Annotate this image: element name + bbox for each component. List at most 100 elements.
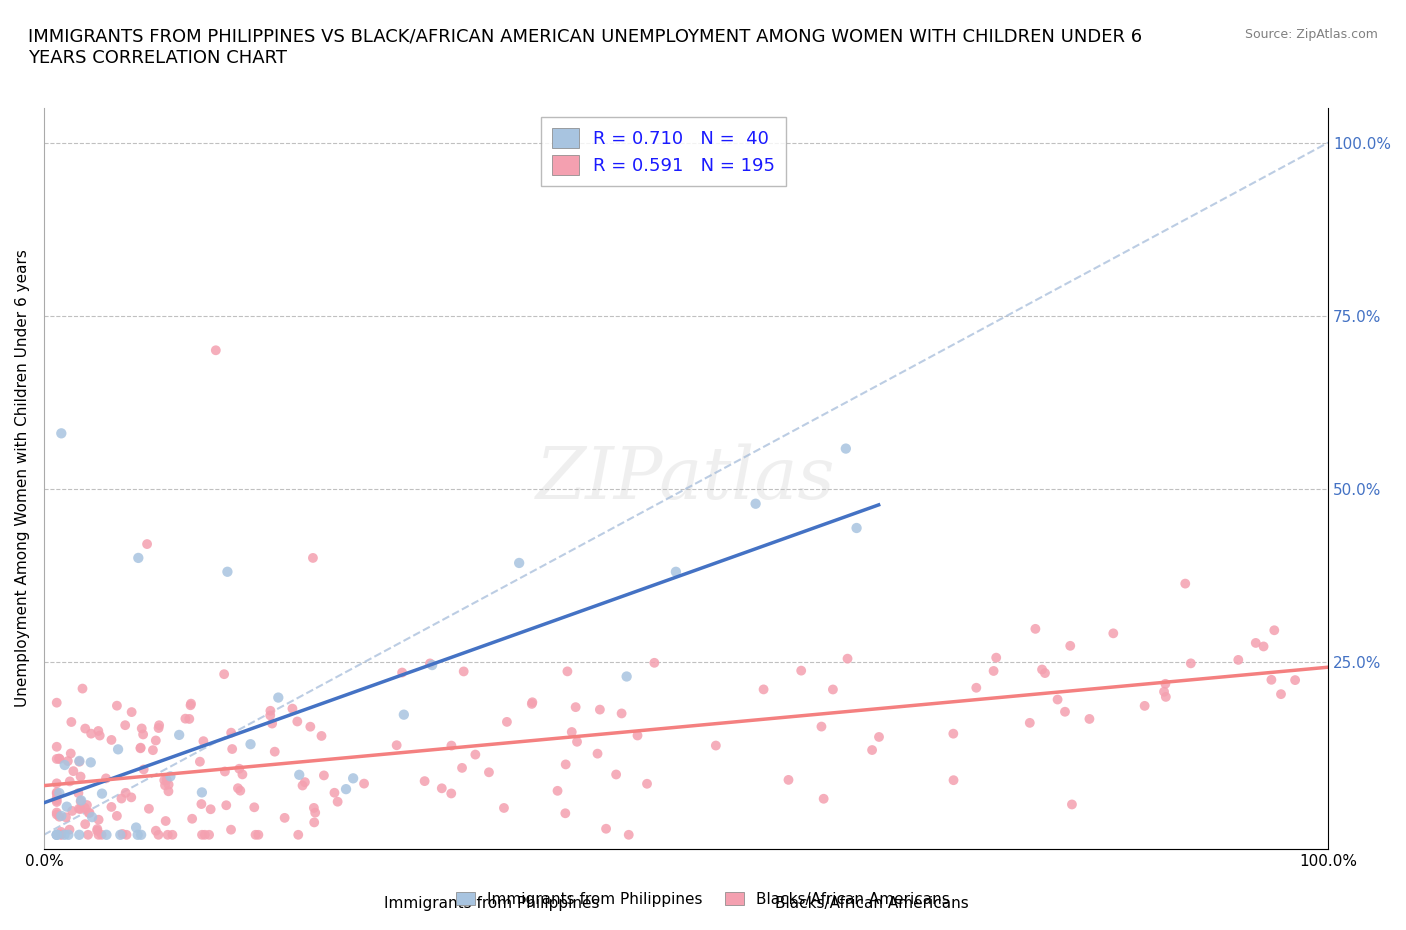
Point [121, 705, 143, 720]
Point [129, 741, 152, 756]
Point [180, 697, 202, 711]
Point [49, 825, 72, 840]
Point [420, 658, 443, 672]
Point [48, 751, 70, 766]
Point [288, 767, 311, 782]
Point [430, 781, 453, 796]
Point [45, 794, 67, 809]
Point [167, 727, 190, 742]
Point [391, 665, 413, 680]
Point [86, 821, 108, 836]
Point [107, 742, 129, 757]
Point [520, 697, 543, 711]
Point [87, 812, 110, 827]
Point [69, 794, 91, 809]
Point [835, 441, 858, 456]
Point [179, 711, 201, 726]
Point [72, 681, 94, 696]
Point [48, 751, 70, 766]
Point [87, 724, 110, 738]
Point [492, 801, 515, 816]
Point [1260, 672, 1282, 687]
Y-axis label: Unemployment Among Women with Children Under 6 years: Unemployment Among Women with Children U… [15, 249, 30, 707]
Point [129, 740, 152, 755]
Point [153, 773, 176, 788]
Point [285, 714, 308, 729]
Point [810, 719, 832, 734]
Point [156, 828, 179, 843]
Point [51, 828, 73, 843]
Point [77, 805, 100, 820]
Point [45, 807, 67, 822]
Point [94, 771, 117, 786]
Text: Immigrants from Philippines: Immigrants from Philippines [384, 897, 600, 911]
Point [385, 737, 408, 752]
Point [860, 742, 883, 757]
Point [77, 828, 100, 843]
Point [190, 797, 212, 812]
Point [616, 669, 638, 684]
Point [194, 828, 217, 843]
Point [127, 551, 149, 565]
Point [153, 777, 176, 792]
Point [67, 754, 90, 769]
Point [214, 764, 236, 779]
Point [1154, 689, 1177, 704]
Point [212, 667, 235, 682]
Point [148, 721, 170, 736]
Point [219, 725, 242, 740]
Point [80, 755, 103, 770]
Text: IMMIGRANTS FROM PHILIPPINES VS BLACK/AFRICAN AMERICAN UNEMPLOYMENT AMONG WOMEN W: IMMIGRANTS FROM PHILIPPINES VS BLACK/AFR… [28, 28, 1142, 67]
Point [70, 793, 93, 808]
Point [138, 802, 160, 817]
Point [159, 769, 181, 784]
Point [204, 343, 226, 358]
Point [586, 746, 609, 761]
Point [67, 786, 90, 801]
Point [157, 777, 180, 792]
Point [1244, 635, 1267, 650]
Point [451, 761, 474, 776]
Point [986, 650, 1008, 665]
Point [162, 828, 184, 843]
Point [942, 773, 965, 788]
Point [219, 822, 242, 837]
Point [75, 817, 97, 831]
Point [188, 754, 211, 769]
Point [231, 767, 253, 782]
Point [191, 785, 214, 800]
Point [335, 782, 357, 797]
Point [115, 828, 138, 843]
Point [299, 719, 322, 734]
Point [312, 768, 335, 783]
Point [636, 777, 658, 791]
Point [51, 808, 73, 823]
Point [198, 828, 221, 843]
Point [114, 718, 136, 733]
Point [478, 764, 501, 779]
Point [243, 800, 266, 815]
Point [942, 726, 965, 741]
Point [45, 751, 67, 766]
Point [215, 798, 238, 813]
Point [53, 758, 76, 773]
Point [342, 771, 364, 786]
Point [48, 809, 70, 824]
Point [180, 698, 202, 712]
Point [148, 828, 170, 843]
Point [58, 828, 80, 843]
Point [522, 695, 544, 710]
Point [174, 711, 197, 726]
Point [100, 733, 122, 748]
Point [59, 746, 82, 761]
Point [1133, 698, 1156, 713]
Point [605, 767, 627, 782]
Point [80, 726, 103, 741]
Point [217, 565, 239, 579]
Point [114, 785, 136, 800]
Point [45, 786, 67, 801]
Point [45, 790, 67, 805]
Point [82, 810, 104, 825]
Point [129, 828, 152, 843]
Point [125, 820, 148, 835]
